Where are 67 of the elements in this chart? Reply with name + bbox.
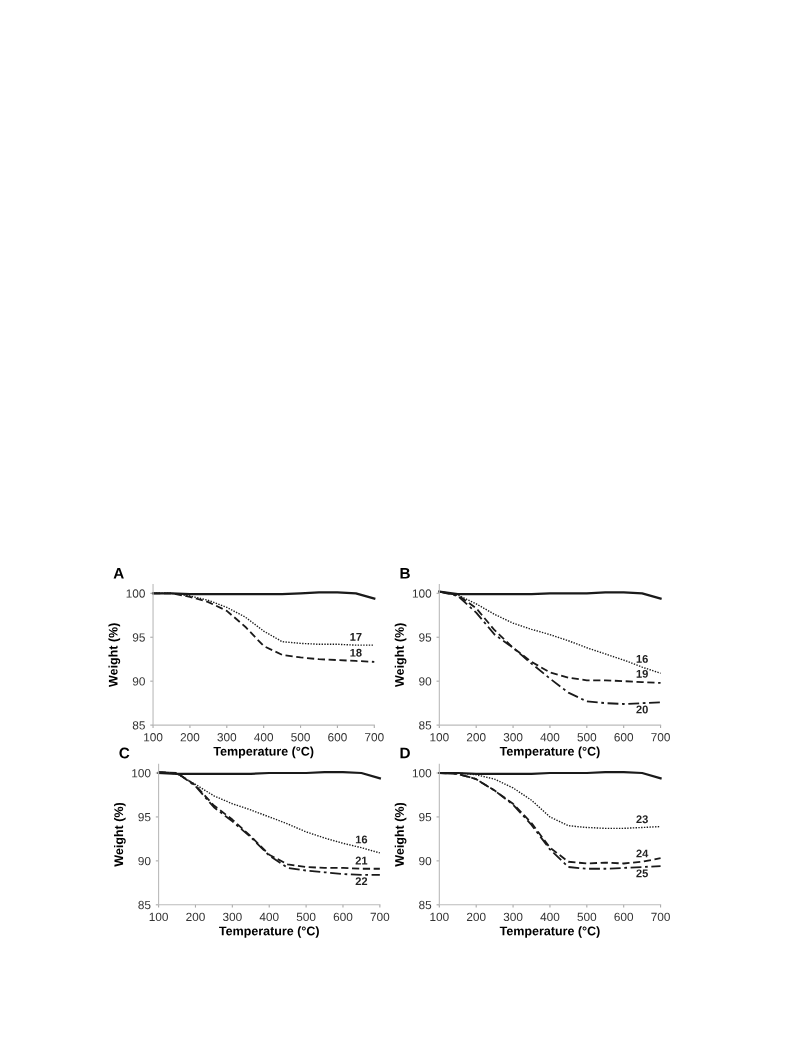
series-label: 16	[636, 654, 648, 663]
y-tick-label: 90	[419, 856, 432, 866]
chart-title: D	[400, 747, 410, 759]
x-tick-label: 100	[430, 733, 449, 742]
x-tick-label: 300	[503, 733, 523, 742]
series-label: 16	[355, 835, 368, 844]
series-label: 24	[636, 849, 649, 858]
y-tick-label: 100	[412, 769, 432, 778]
x-tick-label: 400	[254, 733, 274, 742]
series-label: 18	[350, 648, 362, 657]
x-tick-label: 200	[466, 912, 486, 922]
y-tick-label: 95	[419, 812, 432, 822]
x-tick-label: 200	[466, 733, 486, 742]
chart-title: A	[113, 568, 124, 579]
series-label: 23	[636, 815, 648, 824]
y-tick-label: 85	[132, 721, 145, 730]
x-axis-title: Temperature (°C)	[213, 746, 314, 759]
x-tick-label: 300	[503, 912, 523, 922]
x-tick-label: 700	[370, 912, 390, 922]
x-tick-label: 400	[540, 912, 560, 922]
x-tick-label: 100	[430, 912, 449, 922]
y-tick-label: 100	[132, 769, 151, 778]
x-tick-label: 500	[577, 912, 597, 922]
x-tick-label: 200	[180, 733, 200, 742]
x-tick-label: 400	[259, 912, 279, 922]
x-tick-label: 400	[540, 733, 560, 742]
x-tick-label: 600	[614, 912, 634, 922]
x-tick-label: 500	[291, 733, 310, 742]
series-label: 22	[355, 877, 368, 886]
y-tick-label: 85	[419, 900, 432, 910]
x-axis-title: Temperature (°C)	[499, 746, 600, 759]
x-tick-label: 500	[296, 912, 316, 922]
chart-title: B	[400, 568, 410, 579]
x-axis-title: Temperature (°C)	[219, 926, 319, 938]
y-tick-label: 100	[412, 589, 432, 598]
x-tick-label: 300	[217, 733, 237, 742]
y-tick-label: 90	[132, 677, 145, 686]
y-axis-title: Weight (%)	[394, 802, 407, 867]
chart-title: C	[119, 747, 130, 759]
y-tick-label: 85	[419, 721, 432, 730]
y-axis-title: Weight (%)	[114, 802, 126, 867]
x-axis-title: Temperature (°C)	[499, 926, 600, 938]
x-tick-label: 600	[614, 733, 634, 742]
x-tick-label: 700	[651, 733, 670, 742]
series-label: 20	[636, 705, 648, 714]
y-tick-label: 95	[138, 812, 151, 822]
y-tick-label: 95	[132, 633, 145, 642]
x-tick-label: 600	[333, 912, 353, 922]
x-tick-label: 700	[651, 912, 670, 922]
series-label: 17	[350, 633, 362, 641]
x-tick-label: 100	[149, 912, 168, 922]
series-label: 19	[636, 669, 648, 678]
x-tick-label: 200	[186, 912, 205, 922]
x-tick-label: 600	[328, 733, 347, 742]
x-tick-label: 500	[577, 733, 597, 742]
x-tick-label: 700	[365, 733, 384, 742]
y-axis-title: Weight (%)	[108, 623, 121, 687]
y-tick-label: 85	[138, 900, 151, 910]
y-tick-label: 90	[138, 856, 151, 866]
x-tick-label: 100	[144, 733, 163, 742]
y-tick-label: 95	[419, 633, 432, 642]
series-label: 21	[355, 856, 368, 865]
y-tick-label: 90	[419, 677, 432, 686]
series-label: 25	[636, 869, 648, 878]
x-tick-label: 300	[222, 912, 242, 922]
y-axis-title: Weight (%)	[394, 623, 407, 687]
y-tick-label: 100	[126, 589, 145, 598]
